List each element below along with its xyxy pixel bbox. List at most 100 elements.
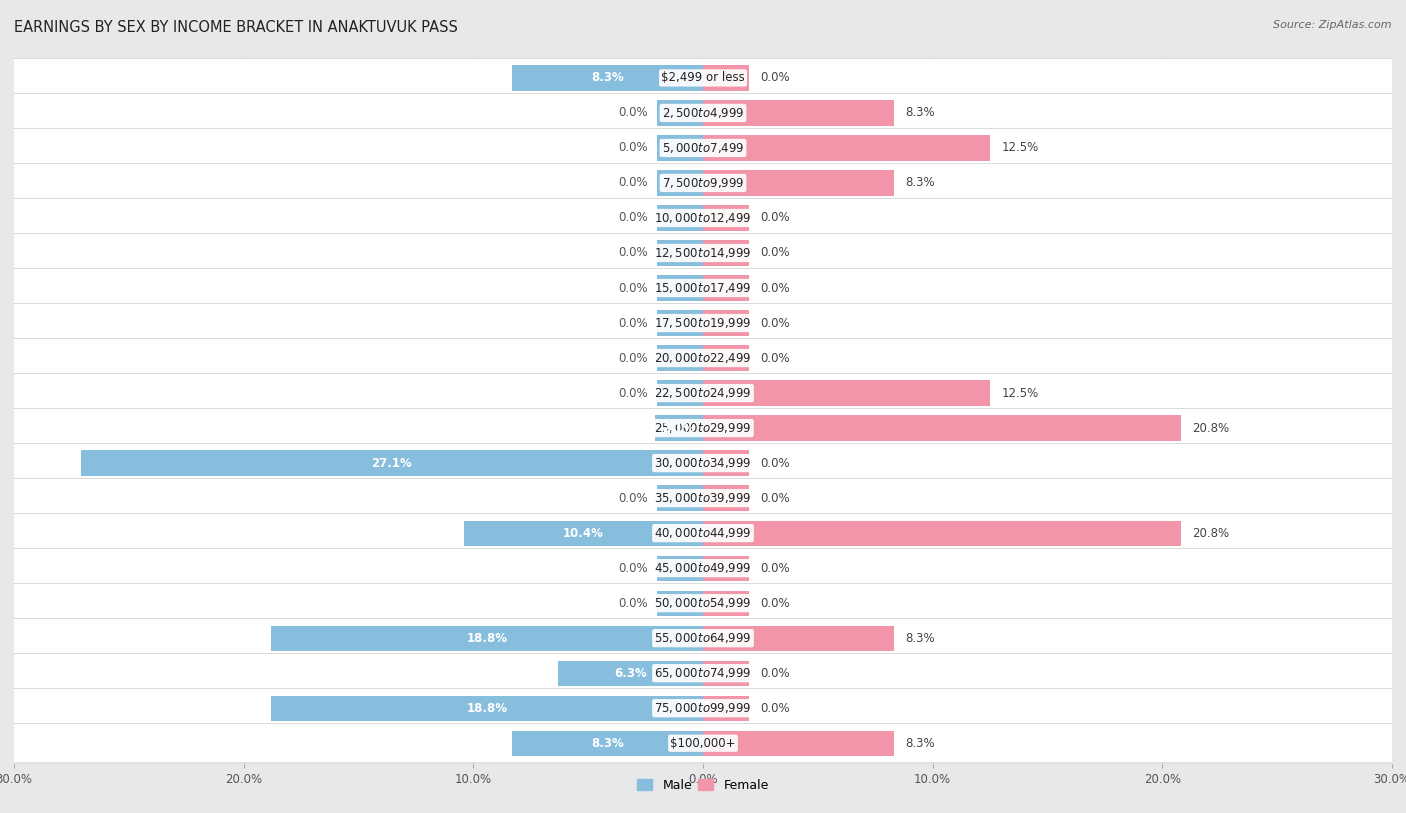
Text: 8.3%: 8.3% — [905, 176, 935, 189]
Text: 0.0%: 0.0% — [761, 702, 790, 715]
Text: $2,499 or less: $2,499 or less — [661, 72, 745, 85]
Text: $35,000 to $39,999: $35,000 to $39,999 — [654, 491, 752, 505]
Bar — [703, 731, 894, 756]
Text: 0.0%: 0.0% — [619, 597, 648, 610]
Bar — [558, 661, 703, 686]
Text: 0.0%: 0.0% — [761, 72, 790, 85]
Bar — [271, 696, 703, 721]
Bar — [657, 171, 703, 196]
Bar — [80, 450, 703, 476]
Bar — [703, 520, 1181, 546]
Text: 12.5%: 12.5% — [1001, 386, 1039, 399]
FancyBboxPatch shape — [11, 408, 1395, 448]
Bar — [657, 311, 703, 336]
Text: 0.0%: 0.0% — [761, 281, 790, 294]
Text: 12.5%: 12.5% — [1001, 141, 1039, 154]
Text: $15,000 to $17,499: $15,000 to $17,499 — [654, 281, 752, 295]
Text: 20.8%: 20.8% — [1192, 422, 1229, 435]
Bar — [657, 135, 703, 160]
Text: 8.3%: 8.3% — [905, 107, 935, 120]
Text: 0.0%: 0.0% — [619, 281, 648, 294]
Text: $75,000 to $99,999: $75,000 to $99,999 — [654, 701, 752, 715]
FancyBboxPatch shape — [11, 268, 1395, 307]
FancyBboxPatch shape — [11, 514, 1395, 553]
Text: $45,000 to $49,999: $45,000 to $49,999 — [654, 561, 752, 575]
Text: 0.0%: 0.0% — [761, 562, 790, 575]
Text: 0.0%: 0.0% — [619, 176, 648, 189]
Bar — [703, 65, 749, 90]
Text: 20.8%: 20.8% — [1192, 527, 1229, 540]
Text: 0.0%: 0.0% — [619, 141, 648, 154]
Bar — [657, 485, 703, 511]
Text: 0.0%: 0.0% — [619, 492, 648, 505]
Text: $5,000 to $7,499: $5,000 to $7,499 — [662, 141, 744, 155]
Text: $40,000 to $44,999: $40,000 to $44,999 — [654, 526, 752, 540]
Text: 0.0%: 0.0% — [619, 562, 648, 575]
Text: $17,500 to $19,999: $17,500 to $19,999 — [654, 316, 752, 330]
Text: 0.0%: 0.0% — [761, 316, 790, 329]
FancyBboxPatch shape — [11, 198, 1395, 237]
FancyBboxPatch shape — [11, 93, 1395, 133]
Text: 0.0%: 0.0% — [619, 211, 648, 224]
Text: 0.0%: 0.0% — [761, 492, 790, 505]
Bar — [703, 135, 990, 160]
Text: $55,000 to $64,999: $55,000 to $64,999 — [654, 631, 752, 646]
Bar — [657, 206, 703, 231]
Bar — [703, 625, 894, 650]
Text: 8.3%: 8.3% — [905, 632, 935, 645]
Bar — [657, 100, 703, 125]
FancyBboxPatch shape — [11, 59, 1395, 98]
FancyBboxPatch shape — [11, 163, 1395, 202]
Text: EARNINGS BY SEX BY INCOME BRACKET IN ANAKTUVUK PASS: EARNINGS BY SEX BY INCOME BRACKET IN ANA… — [14, 20, 458, 35]
Bar — [703, 590, 749, 615]
Bar — [657, 555, 703, 580]
FancyBboxPatch shape — [11, 233, 1395, 272]
FancyBboxPatch shape — [11, 373, 1395, 413]
Text: 0.0%: 0.0% — [761, 211, 790, 224]
FancyBboxPatch shape — [11, 549, 1395, 588]
FancyBboxPatch shape — [11, 689, 1395, 728]
FancyBboxPatch shape — [11, 443, 1395, 483]
Text: $22,500 to $24,999: $22,500 to $24,999 — [654, 386, 752, 400]
Bar — [703, 206, 749, 231]
Text: 18.8%: 18.8% — [467, 632, 508, 645]
Text: 0.0%: 0.0% — [619, 386, 648, 399]
Text: 0.0%: 0.0% — [619, 351, 648, 364]
Text: $10,000 to $12,499: $10,000 to $12,499 — [654, 211, 752, 225]
Bar — [703, 276, 749, 301]
Text: 0.0%: 0.0% — [619, 316, 648, 329]
Bar — [703, 241, 749, 266]
Bar — [703, 346, 749, 371]
Text: 8.3%: 8.3% — [592, 72, 624, 85]
FancyBboxPatch shape — [11, 584, 1395, 623]
FancyBboxPatch shape — [11, 128, 1395, 167]
Bar — [703, 485, 749, 511]
Bar — [271, 625, 703, 650]
Text: 6.3%: 6.3% — [614, 667, 647, 680]
Text: 18.8%: 18.8% — [467, 702, 508, 715]
Text: 2.1%: 2.1% — [662, 422, 695, 435]
Bar — [703, 696, 749, 721]
Text: 0.0%: 0.0% — [761, 351, 790, 364]
Text: 0.0%: 0.0% — [761, 597, 790, 610]
Text: $65,000 to $74,999: $65,000 to $74,999 — [654, 666, 752, 680]
Text: $12,500 to $14,999: $12,500 to $14,999 — [654, 246, 752, 260]
FancyBboxPatch shape — [11, 479, 1395, 518]
Text: $25,000 to $29,999: $25,000 to $29,999 — [654, 421, 752, 435]
Bar — [657, 380, 703, 406]
Bar — [657, 241, 703, 266]
Text: $7,500 to $9,999: $7,500 to $9,999 — [662, 176, 744, 190]
Text: $30,000 to $34,999: $30,000 to $34,999 — [654, 456, 752, 470]
Bar — [703, 311, 749, 336]
Bar — [655, 415, 703, 441]
Bar — [512, 65, 703, 90]
FancyBboxPatch shape — [11, 338, 1395, 378]
Text: Source: ZipAtlas.com: Source: ZipAtlas.com — [1274, 20, 1392, 30]
Text: 8.3%: 8.3% — [592, 737, 624, 750]
Bar — [464, 520, 703, 546]
FancyBboxPatch shape — [11, 654, 1395, 693]
Bar — [657, 590, 703, 615]
Bar — [703, 100, 894, 125]
FancyBboxPatch shape — [11, 619, 1395, 658]
Text: $2,500 to $4,999: $2,500 to $4,999 — [662, 106, 744, 120]
